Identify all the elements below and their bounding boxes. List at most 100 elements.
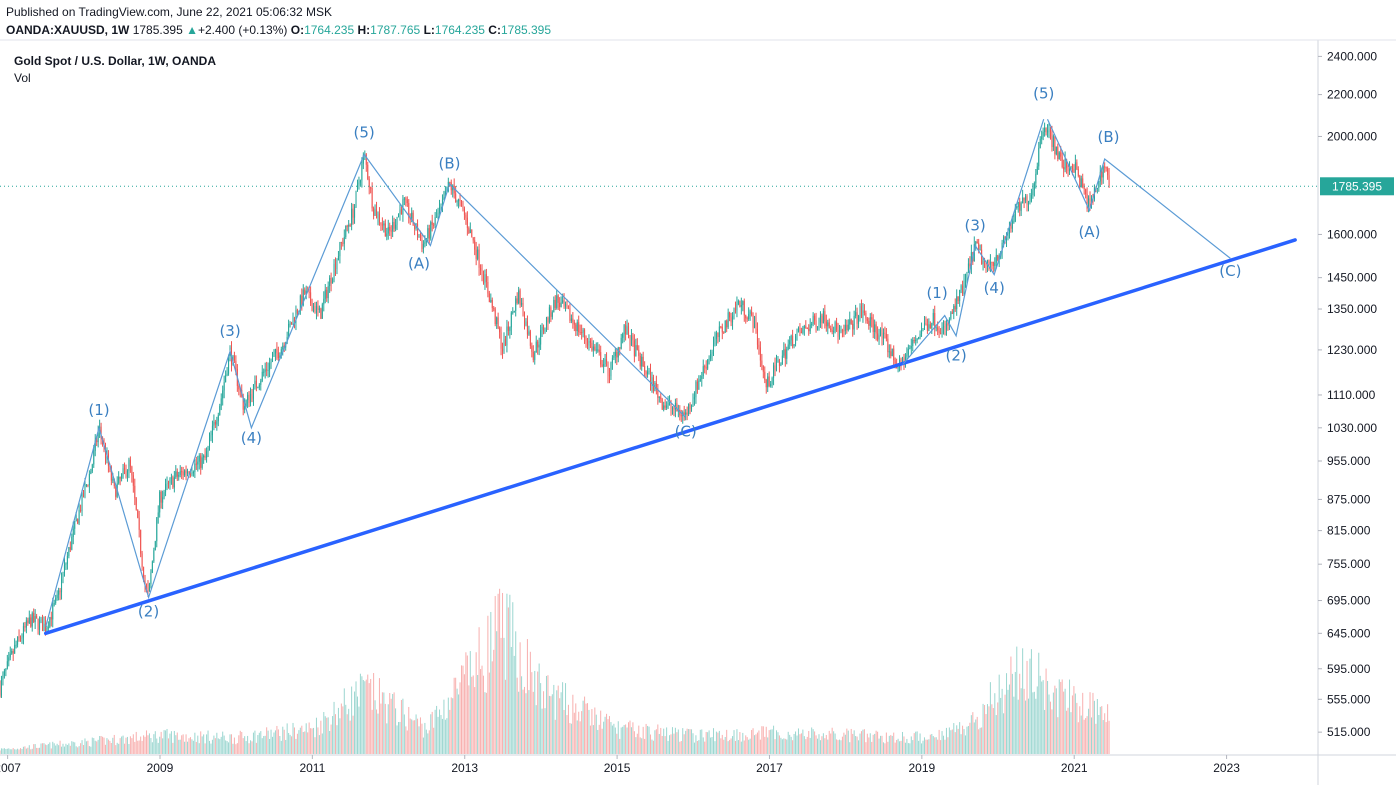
volume-bar — [424, 722, 426, 754]
volume-bar — [90, 746, 92, 754]
candle-body — [989, 261, 991, 265]
candle-body — [295, 310, 297, 323]
volume-bar — [40, 743, 42, 754]
volume-bar — [482, 675, 484, 754]
candle-body — [910, 346, 912, 349]
volume-bar — [412, 720, 414, 754]
candle-body — [71, 536, 73, 550]
candle-body — [387, 226, 389, 234]
volume-bar — [12, 748, 14, 754]
candle-body — [354, 206, 356, 218]
volume-bar — [293, 727, 295, 754]
candle-body — [359, 180, 361, 183]
volume-bar — [197, 735, 199, 754]
volume-bar — [264, 735, 266, 754]
candle-body — [1020, 203, 1022, 211]
y-tick-label: 515.000 — [1327, 725, 1371, 739]
candle-body — [1105, 167, 1107, 169]
volume-bar — [633, 731, 635, 754]
candle-body — [912, 340, 914, 347]
volume-bar — [384, 703, 386, 754]
volume-bar — [367, 674, 369, 754]
candle-body — [14, 645, 16, 654]
candle-body — [264, 369, 266, 372]
volume-bar — [569, 723, 571, 754]
x-tick-label: 2007 — [0, 761, 21, 775]
volume-bar — [436, 705, 438, 754]
volume-bar — [852, 733, 854, 754]
volume-bar — [166, 728, 168, 754]
volume-bar — [271, 736, 274, 754]
volume-bar — [1067, 707, 1069, 754]
candle-body — [466, 217, 468, 229]
candle-body — [773, 365, 775, 378]
volume-bar — [1049, 701, 1051, 754]
candle-body — [847, 324, 849, 331]
candle-body — [649, 371, 652, 386]
volume-bar — [68, 743, 70, 754]
candle-body — [582, 329, 584, 333]
volume-bar — [311, 728, 313, 754]
volume-bar — [589, 725, 591, 754]
candle-body — [732, 315, 734, 323]
volume-bar — [607, 719, 609, 754]
candle-body — [441, 199, 443, 205]
volume-bar — [608, 716, 610, 754]
volume-bar — [207, 730, 209, 754]
volume-bar — [283, 729, 285, 754]
candle-body — [537, 341, 539, 348]
volume-bar — [888, 735, 890, 754]
volume-bar — [88, 746, 90, 754]
candle-body — [929, 324, 931, 328]
wave-label: (C) — [1219, 262, 1241, 280]
volume-bar — [250, 740, 252, 754]
candle-body — [361, 163, 363, 181]
candle-body — [211, 425, 213, 436]
volume-bar — [759, 739, 761, 754]
candle-body — [797, 328, 799, 332]
candle-body — [78, 509, 80, 524]
candle-body — [742, 301, 744, 306]
candle-body — [187, 471, 189, 474]
candle-body — [544, 328, 546, 332]
candle-body — [5, 668, 7, 671]
candle-body — [777, 359, 779, 363]
candle-body — [906, 354, 908, 357]
volume-bar — [522, 689, 524, 754]
volume-bar — [663, 728, 665, 754]
volume-bar — [815, 735, 817, 754]
candle-body — [50, 617, 52, 620]
candle-body — [1045, 127, 1047, 133]
candle-body — [44, 623, 46, 632]
candle-body — [691, 404, 693, 409]
volume-bar — [585, 703, 587, 754]
candle-body — [1089, 198, 1091, 204]
volume-bar — [160, 731, 162, 754]
candle-body — [746, 318, 748, 320]
volume-bar — [838, 739, 841, 754]
volume-bar — [302, 732, 304, 754]
volume-bar — [1085, 718, 1087, 754]
volume-bar — [324, 716, 326, 754]
volume-bar — [648, 726, 650, 754]
candle-body — [386, 233, 388, 237]
volume-bar — [491, 661, 493, 754]
volume-bar — [636, 733, 638, 754]
candle-body — [74, 521, 76, 529]
volume-bar — [878, 738, 880, 754]
volume-bar — [601, 728, 603, 754]
volume-bar — [50, 748, 52, 754]
candle-body — [2, 675, 4, 681]
legend-vol: Vol — [14, 71, 31, 85]
candle-body — [201, 457, 203, 468]
volume-bar — [121, 736, 123, 754]
candle-body — [12, 651, 14, 654]
volume-bar — [390, 698, 392, 754]
candle-body — [405, 198, 407, 200]
volume-bar — [683, 734, 685, 754]
candle-body — [267, 370, 269, 372]
candle-body — [53, 603, 55, 605]
candle-body — [156, 517, 158, 542]
volume-bar — [128, 743, 130, 754]
